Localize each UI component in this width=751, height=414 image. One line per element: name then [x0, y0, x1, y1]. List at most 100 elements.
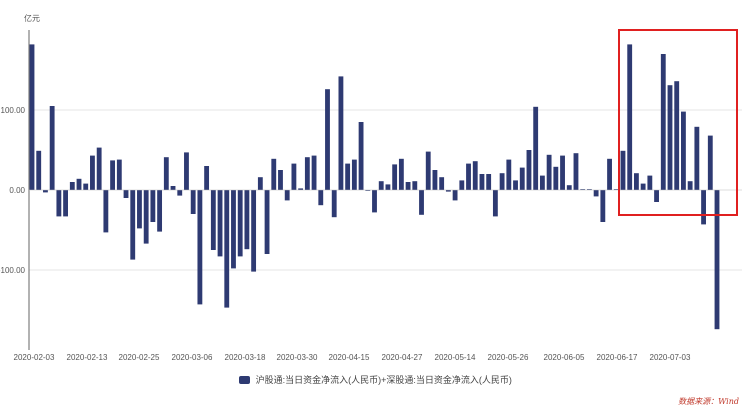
bar: [96, 147, 102, 190]
x-tick-label: 2020-02-13: [67, 353, 108, 362]
bar: [157, 190, 163, 232]
bar: [586, 189, 592, 190]
bar: [257, 177, 263, 190]
bar: [237, 190, 243, 257]
bar: [49, 106, 55, 190]
highlight-box: [618, 29, 738, 216]
bar: [627, 44, 633, 191]
bar: [137, 190, 142, 229]
bar: [365, 190, 371, 191]
bar: [378, 181, 384, 190]
bar: [392, 164, 398, 190]
x-tick-label: 2020-05-14: [435, 353, 476, 362]
bar: [580, 189, 586, 190]
bar: [459, 180, 465, 190]
bar: [251, 190, 257, 272]
bar: [681, 111, 686, 190]
bar: [633, 173, 639, 190]
bar: [573, 153, 579, 190]
bar: [69, 182, 75, 190]
bar: [83, 183, 89, 190]
bar: [600, 190, 606, 222]
bar: [694, 126, 700, 190]
bar: [244, 190, 250, 250]
x-tick-label: 2020-02-03: [14, 353, 55, 362]
bar: [224, 190, 230, 308]
bar: [466, 163, 471, 190]
bar: [707, 135, 713, 190]
bar: [553, 166, 559, 190]
bar: [190, 190, 196, 214]
bar: [90, 155, 95, 190]
legend-swatch: [239, 375, 251, 384]
legend-label: 沪股通:当日资金净流入(人民币)+深股通:当日资金净流入(人民币): [255, 375, 512, 385]
bar: [311, 155, 317, 190]
bar: [667, 85, 673, 190]
bar: [674, 81, 680, 190]
x-tick-label: 2020-04-27: [382, 353, 423, 362]
bar: [701, 190, 706, 225]
bar: [345, 163, 351, 190]
bar: [539, 175, 545, 190]
bar: [184, 152, 189, 190]
bar: [479, 174, 485, 190]
bar: [687, 181, 693, 190]
bar: [338, 76, 344, 190]
bar: [445, 190, 451, 192]
x-tick-label: 2020-03-18: [225, 353, 266, 362]
x-tick-label: 2020-04-15: [329, 353, 370, 362]
bar: [519, 167, 525, 190]
bar: [546, 154, 552, 190]
bar: [150, 190, 156, 222]
bar: [613, 189, 619, 190]
bar: [486, 174, 492, 190]
bar: [660, 54, 666, 190]
bar: [452, 190, 458, 201]
bar: [439, 177, 445, 190]
bar: [432, 170, 438, 190]
x-tick-label: 2020-07-03: [650, 353, 691, 362]
x-tick-label: 2020-06-17: [597, 353, 638, 362]
bar: [472, 161, 478, 190]
bar: [325, 89, 330, 190]
bar: [304, 157, 310, 190]
x-tick-label: 2020-02-25: [119, 353, 160, 362]
x-tick-label: 2020-03-06: [172, 353, 213, 362]
bar: [318, 190, 324, 206]
y-tick-labels: 100.00 0.00 -100.00: [0, 106, 26, 275]
bar: [405, 182, 411, 190]
y-tick-label: 100.00: [1, 106, 26, 115]
bar: [506, 159, 512, 190]
bar: [640, 183, 646, 190]
bar: [278, 170, 283, 190]
bar: [412, 181, 418, 190]
legend[interactable]: 沪股通:当日资金净流入(人民币)+深股通:当日资金净流入(人民币): [0, 373, 751, 386]
bar: [264, 190, 270, 254]
bar: [331, 190, 337, 218]
bar: [110, 160, 116, 190]
bar: [526, 150, 532, 190]
x-tick-label: 2020-03-30: [277, 353, 318, 362]
bar: [271, 158, 277, 190]
y-tick-label: -100.00: [0, 266, 26, 275]
source-note: 数据来源：Wind: [678, 397, 739, 406]
bar: [63, 190, 68, 217]
y-tick-label: 0.00: [9, 186, 25, 195]
bar-series: [29, 44, 720, 330]
bar: [560, 155, 565, 190]
bar: [358, 122, 364, 190]
bar: [298, 188, 304, 190]
bar: [43, 190, 48, 193]
bar: [204, 166, 210, 190]
bar: [499, 173, 505, 190]
bar: [607, 158, 612, 190]
bar: [116, 159, 122, 190]
bar: [566, 185, 572, 190]
bar: [143, 190, 149, 244]
bar: [170, 186, 176, 190]
bar: [419, 190, 424, 215]
bar: [398, 158, 404, 190]
bar: [593, 190, 599, 197]
bar: [130, 190, 136, 260]
